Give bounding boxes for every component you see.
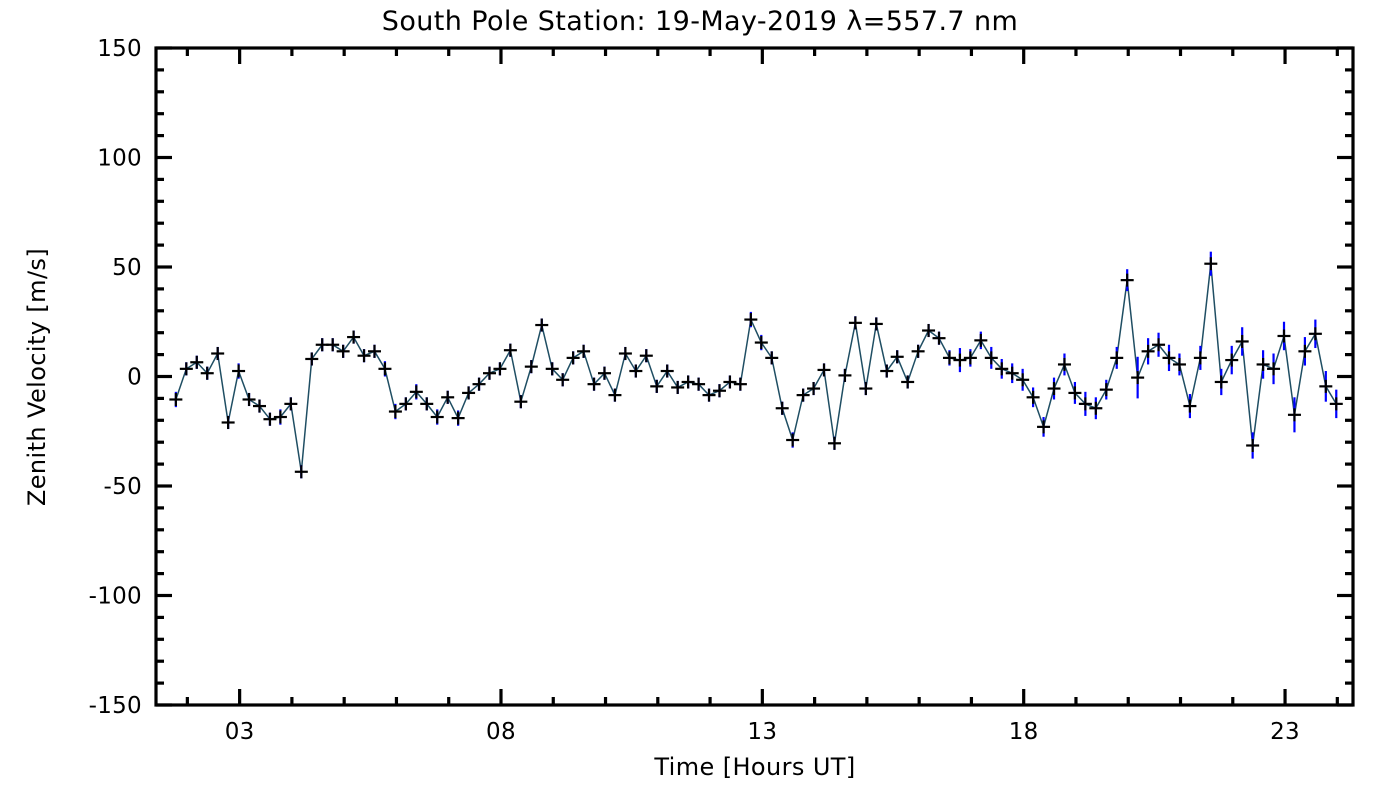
data-point-markers — [169, 257, 1343, 479]
x-tick-label: 18 — [1009, 719, 1039, 745]
y-tick-label: 0 — [127, 365, 142, 391]
x-axis-tick-labels: 03 08 13 18 23 — [225, 719, 1300, 745]
y-tick-label: -150 — [89, 693, 142, 719]
x-axis-minor-ticks — [185, 48, 1339, 705]
plot-frame — [154, 46, 1355, 707]
x-tick-label: 23 — [1270, 719, 1300, 745]
series-polyline — [175, 262, 1338, 473]
y-tick-label: -100 — [89, 584, 142, 610]
chart-title: South Pole Station: 19-May-2019 λ=557.7 … — [382, 6, 1018, 37]
y-tick-label: 50 — [112, 255, 142, 281]
x-axis-title: Time [Hours UT] — [653, 753, 855, 781]
data-error-bars — [174, 251, 1338, 479]
y-tick-label: -50 — [104, 474, 142, 500]
y-tick-label: 100 — [97, 146, 142, 172]
data-series-line — [175, 262, 1338, 473]
y-axis-major-ticks — [156, 46, 1353, 707]
x-axis-major-ticks — [238, 48, 1287, 705]
y-tick-label: 150 — [97, 36, 142, 62]
x-tick-label: 08 — [486, 719, 516, 745]
x-tick-label: 03 — [225, 719, 255, 745]
y-axis-minor-ticks — [156, 68, 1353, 685]
y-axis-tick-labels: 150 100 50 0 -50 -100 -150 — [89, 36, 142, 719]
y-axis-title: Zenith Velocity [m/s] — [23, 248, 51, 506]
x-tick-label: 13 — [747, 719, 777, 745]
